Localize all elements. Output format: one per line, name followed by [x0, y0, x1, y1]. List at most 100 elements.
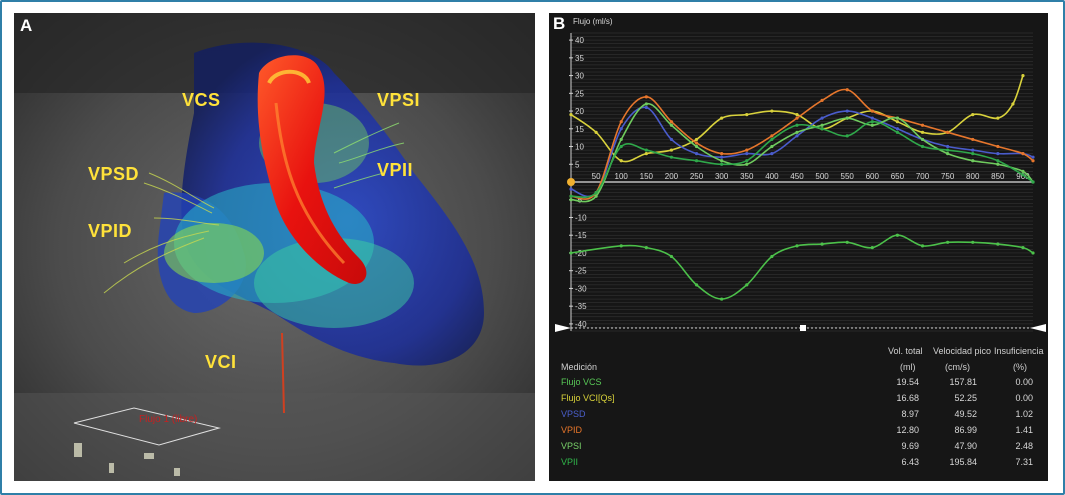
series-line [570, 88, 1034, 200]
data-point [820, 123, 824, 127]
y-tick-label: 35 [575, 54, 584, 63]
data-point [619, 137, 623, 142]
timeline-cursor[interactable] [800, 325, 806, 331]
table-cell: 49.52 [954, 409, 977, 419]
y-tick-label: 5 [575, 160, 580, 169]
y-tick-label: 40 [575, 36, 584, 45]
header-vol-total: Vol. total [888, 346, 923, 356]
data-point [870, 109, 874, 113]
table-cell: 0.00 [1015, 377, 1033, 387]
data-point [895, 127, 900, 131]
data-point [1021, 173, 1025, 177]
x-tick-label: 300 [715, 172, 729, 181]
y-tick-label: 30 [575, 72, 584, 81]
data-point [870, 120, 874, 124]
data-point [619, 159, 623, 163]
data-point [694, 283, 699, 287]
data-point [845, 134, 849, 138]
table-cell: 6.43 [901, 457, 919, 467]
data-point [720, 152, 724, 156]
x-tick-label: 400 [765, 172, 779, 181]
x-tick-label: 100 [615, 172, 629, 181]
y-tick-label: -10 [575, 213, 587, 222]
table-row-label: Flujo VCS [561, 377, 602, 387]
timeline-end-handle[interactable] [1030, 324, 1046, 332]
data-point [694, 141, 699, 145]
data-point [644, 95, 648, 99]
data-point [619, 120, 623, 124]
y-tick-label: -40 [575, 320, 587, 329]
data-point [720, 162, 724, 166]
label-vcs: VCS [182, 90, 221, 110]
timeline-start-handle[interactable] [555, 324, 571, 332]
header-peak-velocity: Velocidad pico [933, 346, 992, 356]
data-point [619, 127, 623, 131]
data-point [946, 152, 950, 156]
data-point [770, 144, 774, 149]
y-tick-label: -35 [575, 302, 587, 311]
data-point [795, 112, 799, 117]
x-tick-label: 800 [966, 172, 980, 181]
data-point [795, 244, 799, 248]
data-point [669, 137, 674, 142]
data-point [745, 283, 749, 287]
x-tick-label: 700 [916, 172, 930, 181]
data-point [644, 152, 648, 156]
table-cell: 19.54 [896, 377, 919, 387]
series-line [570, 120, 1034, 199]
data-point [745, 159, 749, 163]
label-vpid: VPID [88, 221, 133, 241]
data-point [895, 120, 900, 124]
label-vpii: VPII [377, 160, 414, 180]
y-tick-label: -20 [575, 249, 587, 258]
table-cell: 8.97 [901, 409, 919, 419]
data-point [870, 246, 874, 250]
data-point [569, 194, 573, 198]
table-cell: 195.84 [949, 457, 977, 467]
data-point [1031, 180, 1035, 184]
x-tick-label: 600 [866, 172, 880, 181]
data-point [946, 148, 950, 152]
data-point [971, 148, 975, 152]
y-axis-label: Flujo (ml/s) [573, 17, 613, 26]
data-point [971, 240, 975, 244]
table-cell: 157.81 [949, 377, 977, 387]
table-cell: 86.99 [954, 425, 977, 435]
x-tick-label: 500 [815, 172, 829, 181]
data-point [895, 233, 900, 237]
header-insuf-unit: (%) [1013, 362, 1027, 372]
table-row-label: VPID [561, 425, 583, 435]
data-point [1021, 169, 1025, 173]
flow-visualization-panel: A VCS VPSI VPSD VPII VPID VCI Flujo 1 (l… [14, 13, 535, 481]
data-point [1031, 251, 1035, 255]
data-point [1021, 246, 1025, 250]
panel-a-letter: A [20, 16, 33, 35]
x-tick-label: 550 [841, 172, 855, 181]
data-point [1011, 102, 1015, 106]
table-row-label: VPSI [561, 441, 582, 451]
data-point [1031, 159, 1035, 163]
y-tick-label: 25 [575, 89, 584, 98]
data-point [946, 144, 950, 149]
data-point [845, 109, 849, 113]
data-point [971, 159, 975, 163]
data-point [770, 109, 774, 113]
data-point [745, 148, 749, 152]
table-row-label: VPII [561, 457, 579, 467]
series-line [570, 75, 1024, 163]
data-point [694, 159, 699, 163]
data-point [820, 98, 824, 103]
data-point [845, 88, 849, 92]
y-tick-label: -15 [575, 231, 587, 240]
data-point [946, 130, 950, 134]
y-tick-label: 15 [575, 125, 584, 134]
y-tick-label: -25 [575, 267, 587, 276]
data-point [820, 242, 824, 246]
data-point [996, 159, 1000, 163]
table-cell: 47.90 [954, 441, 977, 451]
data-point [971, 137, 975, 142]
data-point [669, 155, 674, 159]
data-point [1031, 155, 1035, 159]
x-tick-label: 150 [640, 172, 654, 181]
